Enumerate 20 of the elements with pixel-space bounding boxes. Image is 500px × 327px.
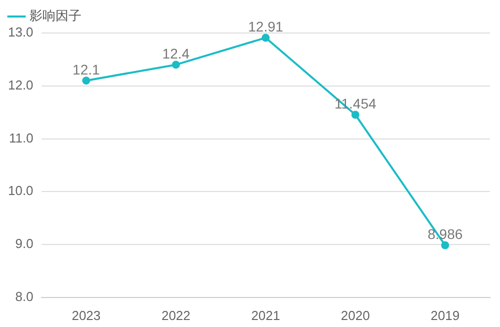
x-tick-label: 2020 [340,308,370,323]
y-tick-label: 9.0 [15,236,34,252]
x-tick-label: 2021 [251,308,280,323]
x-tick-label: 2023 [72,308,101,323]
y-tick-label: 13.0 [8,24,34,40]
y-tick-label: 11.0 [8,130,34,146]
point [262,34,270,42]
x-tick-label: 2019 [430,308,460,323]
data-label: 12.91 [248,18,284,35]
y-tick-label: 8.0 [15,288,34,304]
point [82,76,90,85]
x-tick-label: 2022 [161,308,190,323]
y-tick-label: 10.0 [8,183,34,198]
data-label: 12.4 [162,46,190,62]
data-label: 12.1 [72,61,100,78]
y-tick-label: 12.0 [8,77,34,92]
point [351,110,360,119]
legend-label: 影响因子 [30,8,82,24]
point [441,241,450,250]
point [172,60,180,69]
